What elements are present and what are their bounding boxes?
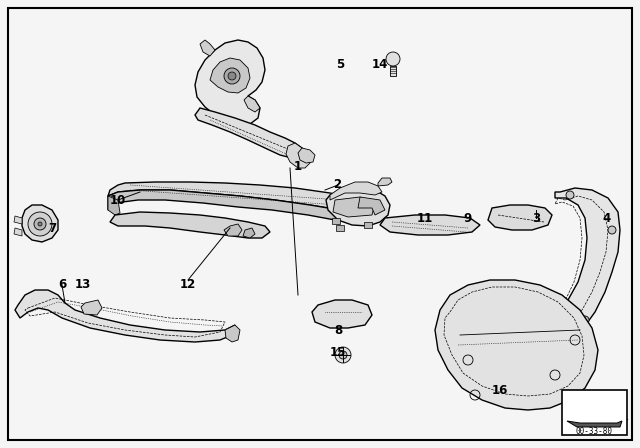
Polygon shape — [225, 325, 240, 342]
Text: 12: 12 — [180, 279, 196, 292]
Polygon shape — [14, 216, 22, 224]
Polygon shape — [358, 197, 385, 215]
Circle shape — [581, 316, 589, 324]
Polygon shape — [81, 300, 102, 315]
Polygon shape — [22, 205, 58, 242]
Text: 5: 5 — [336, 59, 344, 72]
Circle shape — [34, 218, 46, 230]
Polygon shape — [244, 96, 260, 112]
Polygon shape — [108, 196, 120, 215]
Text: 6: 6 — [58, 279, 66, 292]
Polygon shape — [355, 198, 375, 220]
Text: 14: 14 — [372, 59, 388, 72]
Circle shape — [608, 226, 616, 234]
Text: 13: 13 — [75, 279, 91, 292]
Polygon shape — [567, 421, 622, 427]
Text: 15: 15 — [330, 345, 346, 358]
Circle shape — [335, 347, 351, 363]
Polygon shape — [200, 40, 215, 56]
Polygon shape — [312, 300, 372, 328]
Circle shape — [566, 191, 574, 199]
Polygon shape — [435, 280, 598, 410]
Polygon shape — [108, 182, 370, 213]
Bar — [390, 66, 396, 76]
Text: 1: 1 — [294, 160, 302, 173]
Polygon shape — [14, 228, 22, 236]
Polygon shape — [15, 290, 235, 342]
Polygon shape — [243, 228, 255, 238]
Circle shape — [38, 222, 42, 226]
Text: 7: 7 — [48, 221, 56, 234]
Circle shape — [224, 68, 240, 84]
Circle shape — [386, 52, 400, 66]
Text: 9: 9 — [464, 211, 472, 224]
Polygon shape — [108, 190, 360, 222]
Text: 4: 4 — [603, 211, 611, 224]
Polygon shape — [286, 143, 310, 168]
Bar — [562, 390, 627, 435]
Polygon shape — [195, 40, 265, 126]
Polygon shape — [224, 224, 242, 236]
Polygon shape — [110, 212, 270, 238]
Text: 10: 10 — [110, 194, 126, 207]
Polygon shape — [326, 188, 390, 226]
Circle shape — [228, 72, 236, 80]
Polygon shape — [488, 205, 552, 230]
Polygon shape — [378, 178, 392, 186]
Polygon shape — [210, 58, 250, 93]
Polygon shape — [330, 182, 382, 200]
Polygon shape — [333, 197, 375, 217]
Circle shape — [28, 212, 52, 236]
Polygon shape — [548, 188, 620, 348]
Polygon shape — [298, 148, 315, 163]
Text: 00-33-80: 00-33-80 — [576, 426, 613, 435]
Circle shape — [339, 351, 347, 359]
Text: 11: 11 — [417, 211, 433, 224]
Text: 16: 16 — [492, 383, 508, 396]
Polygon shape — [364, 222, 372, 228]
Text: 8: 8 — [334, 323, 342, 336]
Polygon shape — [336, 225, 344, 231]
Text: 2: 2 — [333, 178, 341, 191]
Text: 3: 3 — [532, 211, 540, 224]
Polygon shape — [380, 215, 480, 235]
Polygon shape — [332, 218, 340, 224]
Polygon shape — [195, 108, 302, 158]
